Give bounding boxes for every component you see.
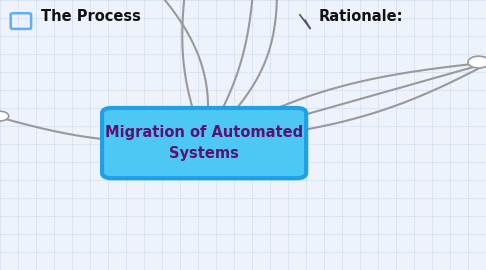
- FancyBboxPatch shape: [102, 108, 306, 178]
- Circle shape: [468, 56, 486, 68]
- Text: The Process: The Process: [41, 9, 141, 24]
- Circle shape: [0, 111, 9, 121]
- Text: Migration of Automated
Systems: Migration of Automated Systems: [105, 125, 303, 161]
- Text: Rationale:: Rationale:: [318, 9, 403, 24]
